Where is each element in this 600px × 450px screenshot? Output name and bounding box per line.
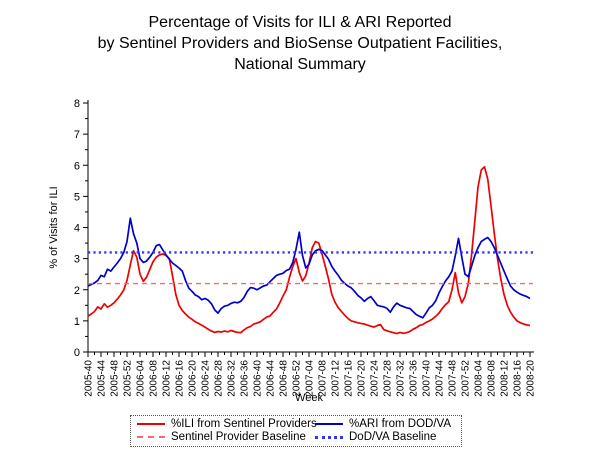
x-tick-label: 2006-20 [188,360,199,397]
x-tick-label: 2006-52 [292,360,303,397]
y-tick-label: 1 [74,316,80,328]
x-tick-label: 2008-16 [513,360,524,397]
chart-title: Percentage of Visits for ILI & ARI Repor… [0,12,600,75]
y-tick-label: 3 [74,254,80,266]
legend-item-sentinel-baseline: Sentinel Provider Baseline [137,431,315,443]
x-tick-label: 2007-08 [318,360,329,397]
y-tick-label: 0 [74,347,80,359]
x-tick-label: 2006-28 [214,360,225,397]
x-tick-label: 2006-44 [266,360,277,397]
x-tick-label: 2007-32 [396,360,407,397]
x-tick-label: 2006-04 [136,360,147,397]
x-tick-label: 2006-12 [162,360,173,397]
x-tick-label: 2005-48 [110,360,121,397]
y-tick-label: 5 [74,191,80,203]
x-tick-label: 2006-36 [240,360,251,397]
x-tick-label: 2007-40 [422,360,433,397]
x-tick-label: 2007-44 [435,360,446,397]
x-axis-title: Week [295,392,323,404]
x-tick-label: 2008-08 [487,360,498,397]
x-tick-label: 2007-24 [370,360,381,397]
x-tick-label: 2007-52 [461,360,472,397]
y-tick-label: 4 [74,223,80,235]
x-tick-label: 2008-12 [500,360,511,397]
y-tick-label: 8 [74,98,80,110]
dodva-baseline-swatch [315,435,343,439]
legend-item-ari: %ARI from DOD/VA [315,418,455,430]
ari-line-swatch [315,423,343,425]
x-tick-label: 2006-24 [201,360,212,397]
x-tick-label: 2007-36 [409,360,420,397]
x-tick-label: 2007-04 [305,360,316,397]
ili-line-swatch [137,423,165,425]
x-tick-label: 2006-32 [227,360,238,397]
x-tick-label: 2006-16 [175,360,186,397]
x-tick-label: 2005-40 [84,360,95,397]
x-tick-label: 2006-08 [149,360,160,397]
x-tick-label: 2007-16 [344,360,355,397]
x-tick-label: 2007-48 [448,360,459,397]
chart-title-line-3: National Summary [234,56,366,73]
x-tick-label: 2008-04 [474,360,485,397]
legend-label-sentinel-baseline: Sentinel Provider Baseline [171,431,306,443]
sentinel-baseline-swatch [137,436,165,438]
x-tick-label: 2005-44 [97,360,108,397]
x-tick-label: 2007-28 [383,360,394,397]
x-tick-label: 2005-52 [123,360,134,397]
y-tick-label: 7 [74,129,80,141]
x-tick-label: 2007-12 [331,360,342,397]
legend-label-ili: %ILI from Sentinel Providers [171,418,317,430]
x-tick-label: 2006-40 [253,360,264,397]
chart-title-line-1: Percentage of Visits for ILI & ARI Repor… [148,14,452,31]
legend-label-ari: %ARI from DOD/VA [349,418,452,430]
x-tick-label: 2006-48 [279,360,290,397]
x-tick-label: 2008-20 [526,360,537,397]
y-tick-label: 6 [74,160,80,172]
x-tick-label: 2007-20 [357,360,368,397]
legend-item-dodva-baseline: DoD/VA Baseline [315,431,455,443]
ari-series-line [87,217,531,319]
legend-label-dodva-baseline: DoD/VA Baseline [349,431,437,443]
y-axis-title: % of Visits for ILI [48,186,60,268]
y-tick-label: 2 [74,285,80,297]
legend-item-ili: %ILI from Sentinel Providers [137,418,317,430]
chart-legend: %ILI from Sentinel Providers %ARI from D… [130,415,462,447]
chart-title-line-2: by Sentinel Providers and BioSense Outpa… [97,35,503,52]
